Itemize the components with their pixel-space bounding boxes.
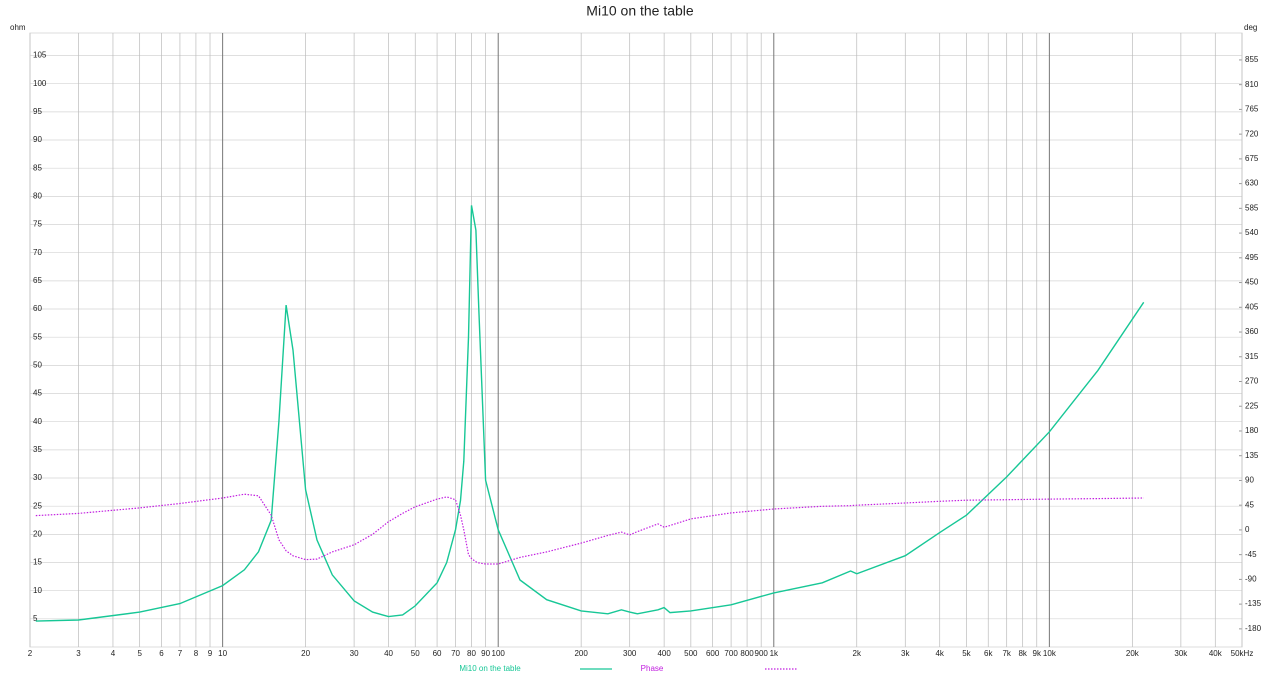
y2-tick-label: 450 (1245, 278, 1259, 287)
x-tick-label: 20k (1126, 649, 1140, 658)
x-tick-label: 20 (301, 649, 310, 658)
x-tick-label: 900 (755, 649, 769, 658)
x-tick-label: 2k (853, 649, 862, 658)
y2-tick-label: 180 (1245, 426, 1259, 435)
x-tick-label: 90 (481, 649, 490, 658)
y2-tick-label: 765 (1245, 105, 1259, 114)
y-axis-label: ohm (10, 23, 26, 32)
x-tick-label: 50kHz (1231, 649, 1254, 658)
y2-tick-label: 675 (1245, 154, 1259, 163)
y-tick-label: 65 (33, 276, 42, 285)
x-tick-label: 600 (706, 649, 720, 658)
x-tick-label: 800 (740, 649, 754, 658)
x-tick-label: 3k (901, 649, 910, 658)
y-tick-label: 90 (33, 135, 42, 144)
x-tick-label: 30 (350, 649, 359, 658)
x-tick-label: 300 (623, 649, 637, 658)
y2-tick-label: 855 (1245, 55, 1259, 64)
legend-label: Mi10 on the table (459, 664, 521, 673)
data-line (35, 493, 1144, 565)
x-tick-label: 200 (574, 649, 588, 658)
y-tick-label: 5 (33, 614, 38, 623)
x-tick-label: 700 (724, 649, 738, 658)
y2-tick-label: 540 (1245, 228, 1259, 237)
x-tick-label: 50 (411, 649, 420, 658)
y2-tick-label: 45 (1245, 500, 1254, 509)
x-tick-label: 400 (657, 649, 671, 658)
x-tick-label: 5k (962, 649, 971, 658)
x-tick-label: 8k (1018, 649, 1027, 658)
x-tick-label: 2 (28, 649, 33, 658)
y2-tick-label: -90 (1245, 574, 1257, 583)
x-tick-label: 10 (218, 649, 227, 658)
x-tick-label: 1k (770, 649, 779, 658)
legend-label: Phase (641, 664, 664, 673)
x-tick-label: 7 (178, 649, 183, 658)
y-tick-label: 35 (33, 445, 42, 454)
x-tick-label: 9 (208, 649, 213, 658)
y2-tick-label: -135 (1245, 599, 1262, 608)
y-tick-label: 45 (33, 389, 42, 398)
x-tick-label: 80 (467, 649, 476, 658)
y2-tick-label: 585 (1245, 203, 1259, 212)
x-tick-label: 3 (76, 649, 81, 658)
y-tick-label: 30 (33, 473, 42, 482)
y-tick-label: 95 (33, 107, 42, 116)
x-tick-label: 40k (1209, 649, 1223, 658)
y-tick-label: 60 (33, 304, 42, 313)
x-tick-label: 40 (384, 649, 393, 658)
y-tick-label: 105 (33, 51, 47, 60)
plot-frame (29, 32, 1243, 648)
x-tick-label: 4 (111, 649, 116, 658)
y2-tick-label: 360 (1245, 327, 1259, 336)
y2-tick-label: 135 (1245, 451, 1259, 460)
y2-tick-label: 225 (1245, 401, 1259, 410)
y2-tick-label: -45 (1245, 550, 1257, 559)
y2-tick-label: 720 (1245, 129, 1259, 138)
y2-tick-label: 810 (1245, 80, 1259, 89)
x-tick-label: 6k (984, 649, 993, 658)
x-tick-label: 5 (137, 649, 142, 658)
y-tick-label: 25 (33, 501, 42, 510)
x-tick-label: 9k (1033, 649, 1042, 658)
y-tick-label: 75 (33, 220, 42, 229)
data-line (35, 205, 1145, 622)
y-tick-label: 50 (33, 360, 42, 369)
y2-tick-label: 0 (1245, 525, 1250, 534)
x-tick-label: 8 (194, 649, 199, 658)
y-tick-label: 55 (33, 332, 42, 341)
x-tick-label: 30k (1174, 649, 1188, 658)
y2-tick-label: 315 (1245, 352, 1259, 361)
y-tick-label: 70 (33, 248, 42, 257)
y2-tick-label: 405 (1245, 302, 1259, 311)
y-tick-label: 10 (33, 586, 42, 595)
x-tick-label: 100 (492, 649, 506, 658)
chart-title: Mi10 on the table (586, 3, 694, 19)
y2-tick-label: 630 (1245, 179, 1259, 188)
y-tick-label: 80 (33, 191, 42, 200)
y2-tick-label: -180 (1245, 624, 1262, 633)
x-tick-label: 10k (1043, 649, 1057, 658)
y2-tick-label: 90 (1245, 476, 1254, 485)
x-tick-label: 60 (433, 649, 442, 658)
y-tick-label: 100 (33, 79, 47, 88)
x-tick-label: 70 (451, 649, 460, 658)
y2-axis-label: deg (1244, 23, 1257, 32)
y2-tick-label: 495 (1245, 253, 1259, 262)
x-tick-label: 7k (1002, 649, 1011, 658)
y-tick-label: 15 (33, 558, 42, 567)
x-tick-label: 500 (684, 649, 698, 658)
y-tick-label: 85 (33, 163, 42, 172)
x-tick-label: 6 (159, 649, 164, 658)
y2-tick-label: 270 (1245, 377, 1259, 386)
y-tick-label: 40 (33, 417, 42, 426)
y-tick-label: 20 (33, 529, 42, 538)
x-tick-label: 4k (935, 649, 944, 658)
